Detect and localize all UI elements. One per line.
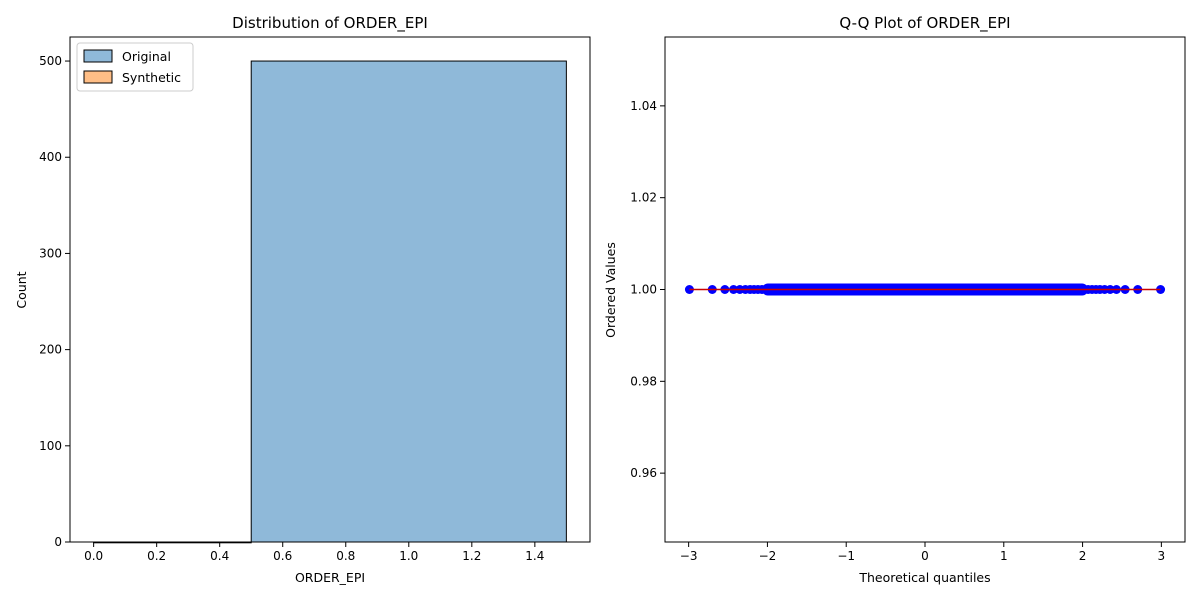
histogram-bar-original-1 (250, 60, 567, 543)
legend-swatch-original (83, 49, 113, 63)
histogram-x-tick-label: 0.4 (210, 549, 229, 563)
histogram-plot-frame (69, 36, 591, 543)
qq-y-axis-label: Ordered Values (603, 242, 618, 338)
histogram-x-tick-label: 0.8 (336, 549, 355, 563)
histogram-chart: Distribution of ORDER_EPI 0.0 0.2 0.4 0.6 0.… (14, 14, 591, 585)
histogram-y-tick-label: 400 (39, 150, 62, 164)
legend-label-original: Original (122, 49, 171, 64)
histogram-x-tick-label: 0.6 (273, 549, 292, 563)
legend-label-synthetic: Synthetic (122, 70, 181, 85)
histogram-title: Distribution of ORDER_EPI (232, 14, 428, 33)
qq-y-tick-label: 0.96 (630, 466, 657, 480)
qq-x-axis-label: Theoretical quantiles (858, 570, 990, 585)
histogram-bars (93, 60, 567, 544)
qq-y-ticks: 0.96 0.98 1.00 1.02 1.04 (630, 99, 665, 480)
qq-x-tick-label: 3 (1158, 549, 1166, 563)
histogram-y-axis-label: Count (14, 271, 29, 308)
histogram-x-tick-label: 1.2 (462, 549, 481, 563)
qq-title: Q-Q Plot of ORDER_EPI (839, 14, 1010, 33)
histogram-y-ticks: 0 100 200 300 400 500 (39, 54, 70, 549)
histogram-x-tick-label: 0.0 (84, 549, 103, 563)
histogram-y-tick-label: 200 (39, 343, 62, 357)
histogram-x-tick-label: 0.2 (147, 549, 166, 563)
qq-x-tick-label: −1 (837, 549, 855, 563)
qq-y-tick-label: 1.00 (630, 283, 657, 297)
histogram-y-tick-label: 500 (39, 54, 62, 68)
histogram-legend: Original Synthetic (76, 42, 194, 92)
qq-x-tick-label: 1 (1000, 549, 1008, 563)
qq-x-tick-label: −3 (680, 549, 698, 563)
qq-y-tick-label: 0.98 (630, 374, 657, 388)
histogram-y-tick-label: 100 (39, 439, 62, 453)
qq-x-tick-label: 2 (1079, 549, 1087, 563)
legend-swatch-synthetic (83, 70, 113, 84)
qq-y-tick-label: 1.02 (630, 191, 657, 205)
histogram-x-axis-label: ORDER_EPI (295, 570, 365, 585)
qq-y-tick-label: 1.04 (630, 99, 657, 113)
histogram-y-tick-label: 0 (54, 535, 62, 549)
qq-x-tick-label: −2 (759, 549, 777, 563)
qq-chart: Q-Q Plot of ORDER_EPI −3 −2 −1 0 1 2 3 0.960.9… (603, 14, 1186, 585)
qq-points (684, 283, 1166, 296)
histogram-x-tick-label: 1.0 (399, 549, 418, 563)
histogram-x-ticks: 0.0 0.2 0.4 0.6 0.8 1.0 1.2 1.4 (84, 542, 544, 563)
qq-x-tick-label: 0 (921, 549, 929, 563)
qq-x-ticks: −3 −2 −1 0 1 2 3 (680, 542, 1165, 563)
histogram-x-tick-label: 1.4 (525, 549, 544, 563)
histogram-y-tick-label: 300 (39, 246, 62, 260)
